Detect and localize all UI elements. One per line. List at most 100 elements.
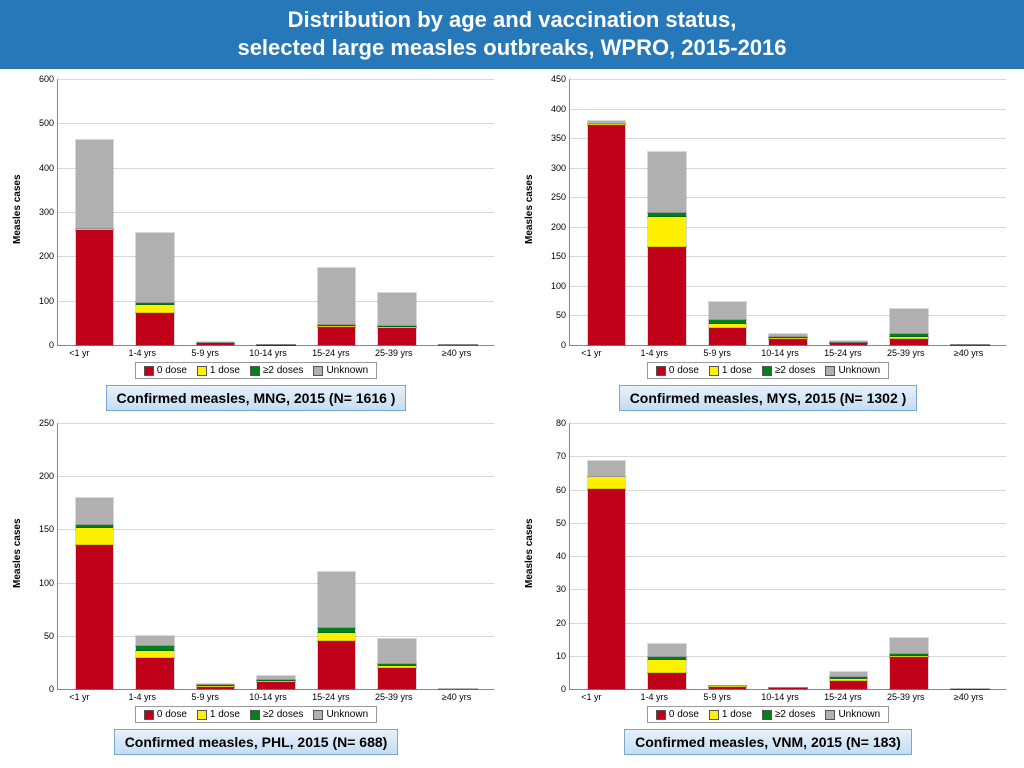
bar-segment-dose0 bbox=[588, 125, 626, 345]
bar-segment-dose0 bbox=[197, 344, 235, 345]
chart-caption: Confirmed measles, MYS, 2015 (N= 1302 ) bbox=[619, 385, 918, 411]
chart-panel: Measles cases01020304050607080<1 yr1-4 y… bbox=[512, 413, 1024, 757]
stacked-bar bbox=[257, 630, 295, 689]
legend-label: ≥2 doses bbox=[775, 709, 816, 720]
bar-segment-dose0 bbox=[830, 681, 868, 689]
bar-segment-dose1 bbox=[648, 660, 686, 672]
chart-caption: Confirmed measles, MNG, 2015 (N= 1616 ) bbox=[106, 385, 407, 411]
y-tick: 80 bbox=[556, 418, 570, 428]
plot-area: 050100150200250 bbox=[57, 423, 494, 690]
bar-segment-dose0 bbox=[257, 682, 295, 689]
y-tick: 450 bbox=[551, 74, 570, 84]
bar-segment-dose0 bbox=[769, 688, 807, 689]
legend-swatch bbox=[197, 710, 207, 720]
stacked-bar bbox=[378, 228, 416, 345]
legend-item: Unknown bbox=[313, 365, 368, 376]
stacked-bar bbox=[318, 512, 356, 689]
y-axis-label: Measles cases bbox=[10, 73, 25, 346]
bar-segment-unknown bbox=[709, 302, 747, 320]
legend-swatch bbox=[197, 366, 207, 376]
bar-segment-dose0 bbox=[76, 545, 114, 689]
legend-item: 0 dose bbox=[656, 365, 699, 376]
legend-swatch bbox=[656, 710, 666, 720]
y-tick: 50 bbox=[556, 518, 570, 528]
y-tick: 300 bbox=[39, 207, 58, 217]
bar-segment-unknown bbox=[378, 293, 416, 326]
bar-segment-unknown bbox=[318, 572, 356, 629]
y-tick: 20 bbox=[556, 618, 570, 628]
legend-label: Unknown bbox=[326, 709, 368, 720]
y-tick: 70 bbox=[556, 451, 570, 461]
legend-item: 0 dose bbox=[656, 709, 699, 720]
bar-segment-unknown bbox=[890, 309, 928, 334]
y-tick: 300 bbox=[551, 163, 570, 173]
y-tick: 600 bbox=[39, 74, 58, 84]
stacked-bar bbox=[378, 574, 416, 689]
y-tick: 150 bbox=[39, 524, 58, 534]
bar-segment-unknown bbox=[76, 498, 114, 525]
y-tick: 40 bbox=[556, 551, 570, 561]
bar-segment-unknown bbox=[648, 152, 686, 212]
chart-panel: Measles cases 0100200300400500600<1 yr1-4… bbox=[0, 69, 512, 413]
bar-segment-dose0 bbox=[318, 327, 356, 345]
stacked-bar bbox=[769, 669, 807, 689]
y-tick: 10 bbox=[556, 651, 570, 661]
stacked-bar bbox=[648, 119, 686, 345]
y-tick: 500 bbox=[39, 118, 58, 128]
y-tick: 150 bbox=[551, 251, 570, 261]
bar-segment-dose0 bbox=[769, 339, 807, 346]
stacked-bar bbox=[318, 202, 356, 345]
bar-segment-unknown bbox=[318, 268, 356, 325]
bar-segment-dose1 bbox=[648, 217, 686, 247]
stacked-bar bbox=[951, 679, 989, 689]
y-axis-label: Measles cases bbox=[522, 73, 537, 346]
stacked-bar bbox=[257, 334, 295, 345]
legend-swatch bbox=[762, 710, 772, 720]
legend-item: ≥2 doses bbox=[762, 709, 816, 720]
legend-swatch bbox=[762, 366, 772, 376]
y-tick: 250 bbox=[39, 418, 58, 428]
legend-swatch bbox=[709, 366, 719, 376]
bar-segment-dose1 bbox=[136, 305, 174, 314]
legend-label: 0 dose bbox=[669, 709, 699, 720]
legend-swatch bbox=[825, 710, 835, 720]
legend-item: Unknown bbox=[313, 709, 368, 720]
stacked-bar bbox=[76, 111, 114, 345]
plot-area: 050100150200250300350400450 bbox=[569, 79, 1006, 346]
y-axis-label: Measles cases bbox=[522, 417, 537, 690]
legend-swatch bbox=[656, 366, 666, 376]
y-tick: 400 bbox=[551, 104, 570, 114]
bar-segment-unknown bbox=[378, 639, 416, 663]
legend: 0 dose1 dose≥2 dosesUnknown bbox=[647, 362, 889, 379]
legend-label: 0 dose bbox=[669, 365, 699, 376]
bar-segment-dose0 bbox=[136, 658, 174, 689]
legend-label: Unknown bbox=[838, 709, 880, 720]
bar-segment-dose0 bbox=[136, 313, 174, 345]
legend-item: ≥2 doses bbox=[762, 365, 816, 376]
stacked-bar bbox=[197, 652, 235, 689]
y-tick: 200 bbox=[551, 222, 570, 232]
y-tick: 0 bbox=[49, 340, 58, 350]
bar-segment-dose0 bbox=[378, 328, 416, 345]
legend-label: 1 dose bbox=[210, 709, 240, 720]
stacked-bar bbox=[709, 238, 747, 345]
plot-area: 0100200300400500600 bbox=[57, 79, 494, 346]
stacked-bar bbox=[830, 311, 868, 345]
stacked-bar bbox=[769, 292, 807, 345]
legend: 0 dose1 dose≥2 dosesUnknown bbox=[647, 706, 889, 723]
legend-label: ≥2 doses bbox=[263, 709, 304, 720]
bar-segment-dose1 bbox=[76, 528, 114, 544]
legend-swatch bbox=[313, 366, 323, 376]
legend-item: 1 dose bbox=[197, 709, 240, 720]
legend: 0 dose1 dose≥2 dosesUnknown bbox=[135, 706, 377, 723]
bar-segment-dose0 bbox=[709, 687, 747, 689]
legend-swatch bbox=[144, 366, 154, 376]
legend-label: 1 dose bbox=[722, 365, 752, 376]
stacked-bar bbox=[890, 573, 928, 689]
x-axis-labels: <1 yr1-4 yrs5-9 yrs10-14 yrs15-24 yrs25-… bbox=[42, 346, 494, 358]
x-axis-labels: <1 yr1-4 yrs5-9 yrs10-14 yrs15-24 yrs25-… bbox=[554, 690, 1006, 702]
bar-segment-unknown bbox=[136, 636, 174, 646]
bar-segment-dose1 bbox=[588, 477, 626, 489]
legend-swatch bbox=[144, 710, 154, 720]
bar-segment-dose0 bbox=[709, 328, 747, 345]
